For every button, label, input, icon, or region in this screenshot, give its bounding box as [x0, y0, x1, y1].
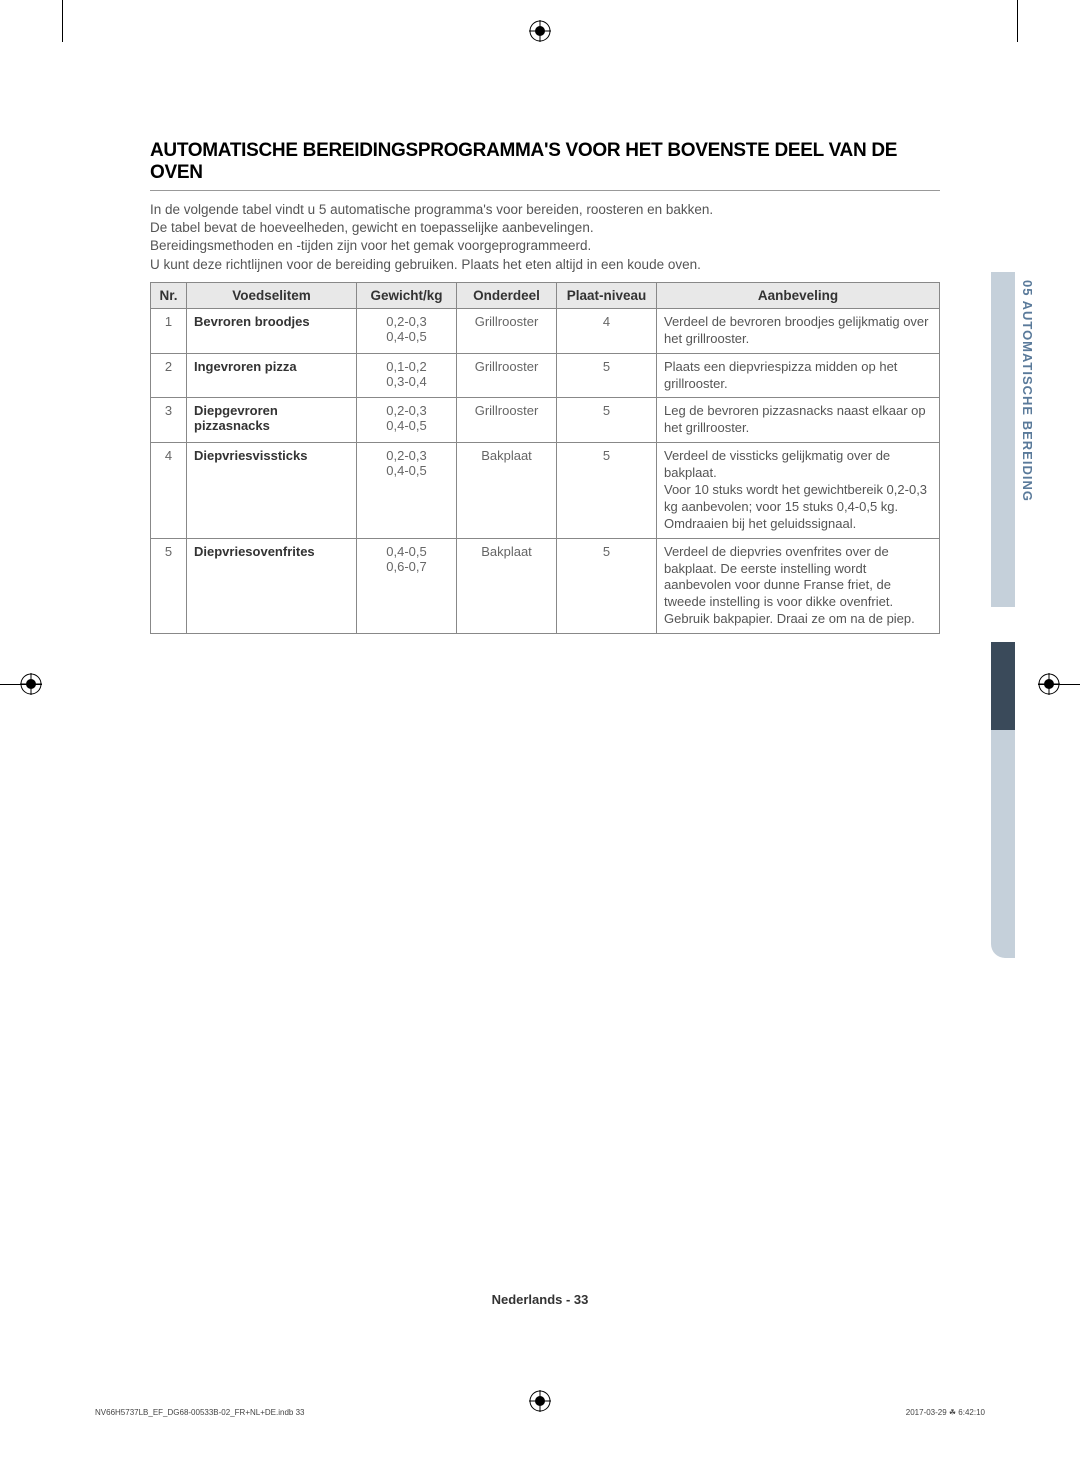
registration-mark-icon — [529, 1390, 551, 1412]
col-header-part: Onderdeel — [457, 282, 557, 308]
cell-nr: 5 — [151, 538, 187, 633]
cell-part: Bakplaat — [457, 443, 557, 538]
table-header-row: Nr. Voedselitem Gewicht/kg Onderdeel Pla… — [151, 282, 940, 308]
registration-mark-icon — [1038, 673, 1060, 695]
cell-recommendation: Verdeel de bevroren broodjes gelijkmatig… — [657, 308, 940, 353]
cell-level: 5 — [557, 353, 657, 398]
col-header-item: Voedselitem — [187, 282, 357, 308]
page-content: AUTOMATISCHE BEREIDINGSPROGRAMMA'S VOOR … — [150, 140, 940, 634]
side-tab-bg — [991, 272, 1015, 607]
col-header-weight: Gewicht/kg — [357, 282, 457, 308]
cell-recommendation: Leg de bevroren pizzasnacks naast elkaar… — [657, 398, 940, 443]
intro-paragraph: In de volgende tabel vindt u 5 automatis… — [150, 201, 940, 274]
cell-part: Bakplaat — [457, 538, 557, 633]
cell-recommendation: Verdeel de vissticks gelijkmatig over de… — [657, 443, 940, 538]
page-footer-right: 2017-03-29 ☘ 6:42:10 — [906, 1408, 985, 1417]
programs-table: Nr. Voedselitem Gewicht/kg Onderdeel Pla… — [150, 282, 940, 634]
cell-part: Grillrooster — [457, 398, 557, 443]
cell-part: Grillrooster — [457, 308, 557, 353]
cell-item: Diepvriesovenfrites — [187, 538, 357, 633]
side-tab-bg — [991, 730, 1015, 958]
page-footer-left: NV66H5737LB_EF_DG68-00533B-02_FR+NL+DE.i… — [95, 1408, 304, 1417]
cell-nr: 3 — [151, 398, 187, 443]
cell-weight: 0,2-0,30,4-0,5 — [357, 308, 457, 353]
col-header-level: Plaat-niveau — [557, 282, 657, 308]
cell-level: 5 — [557, 538, 657, 633]
table-row: 1Bevroren broodjes0,2-0,30,4-0,5Grillroo… — [151, 308, 940, 353]
cell-nr: 1 — [151, 308, 187, 353]
cell-level: 5 — [557, 443, 657, 538]
cell-recommendation: Plaats een diepvriespizza midden op het … — [657, 353, 940, 398]
table-row: 3Diepgevroren pizzasnacks0,2-0,30,4-0,5G… — [151, 398, 940, 443]
cell-weight: 0,2-0,30,4-0,5 — [357, 398, 457, 443]
cell-item: Bevroren broodjes — [187, 308, 357, 353]
cell-nr: 2 — [151, 353, 187, 398]
intro-line: De tabel bevat de hoeveelheden, gewicht … — [150, 219, 940, 237]
crop-mark — [1017, 0, 1018, 42]
cell-part: Grillrooster — [457, 353, 557, 398]
crop-mark — [62, 0, 63, 42]
cell-level: 5 — [557, 398, 657, 443]
table-row: 4Diepvriesvissticks0,2-0,30,4-0,5Bakplaa… — [151, 443, 940, 538]
intro-line: In de volgende tabel vindt u 5 automatis… — [150, 201, 940, 219]
cell-level: 4 — [557, 308, 657, 353]
registration-mark-icon — [20, 673, 42, 695]
table-row: 5Diepvriesovenfrites0,4-0,50,6-0,7Bakpla… — [151, 538, 940, 633]
intro-line: U kunt deze richtlijnen voor de bereidin… — [150, 256, 940, 274]
side-tab-bg-dark — [991, 642, 1015, 730]
cell-weight: 0,4-0,50,6-0,7 — [357, 538, 457, 633]
cell-recommendation: Verdeel de diepvries ovenfrites over de … — [657, 538, 940, 633]
col-header-nr: Nr. — [151, 282, 187, 308]
intro-line: Bereidingsmethoden en -tijden zijn voor … — [150, 237, 940, 255]
table-row: 2Ingevroren pizza0,1-0,20,3-0,4Grillroos… — [151, 353, 940, 398]
cell-item: Diepgevroren pizzasnacks — [187, 398, 357, 443]
cell-item: Diepvriesvissticks — [187, 443, 357, 538]
col-header-rec: Aanbeveling — [657, 282, 940, 308]
registration-mark-icon — [529, 20, 551, 42]
page-footer-center: Nederlands - 33 — [0, 1292, 1080, 1307]
page-title: AUTOMATISCHE BEREIDINGSPROGRAMMA'S VOOR … — [150, 140, 940, 191]
cell-weight: 0,1-0,20,3-0,4 — [357, 353, 457, 398]
side-tab-label: 05 AUTOMATISCHE BEREIDING — [1020, 280, 1035, 502]
cell-item: Ingevroren pizza — [187, 353, 357, 398]
cell-weight: 0,2-0,30,4-0,5 — [357, 443, 457, 538]
cell-nr: 4 — [151, 443, 187, 538]
